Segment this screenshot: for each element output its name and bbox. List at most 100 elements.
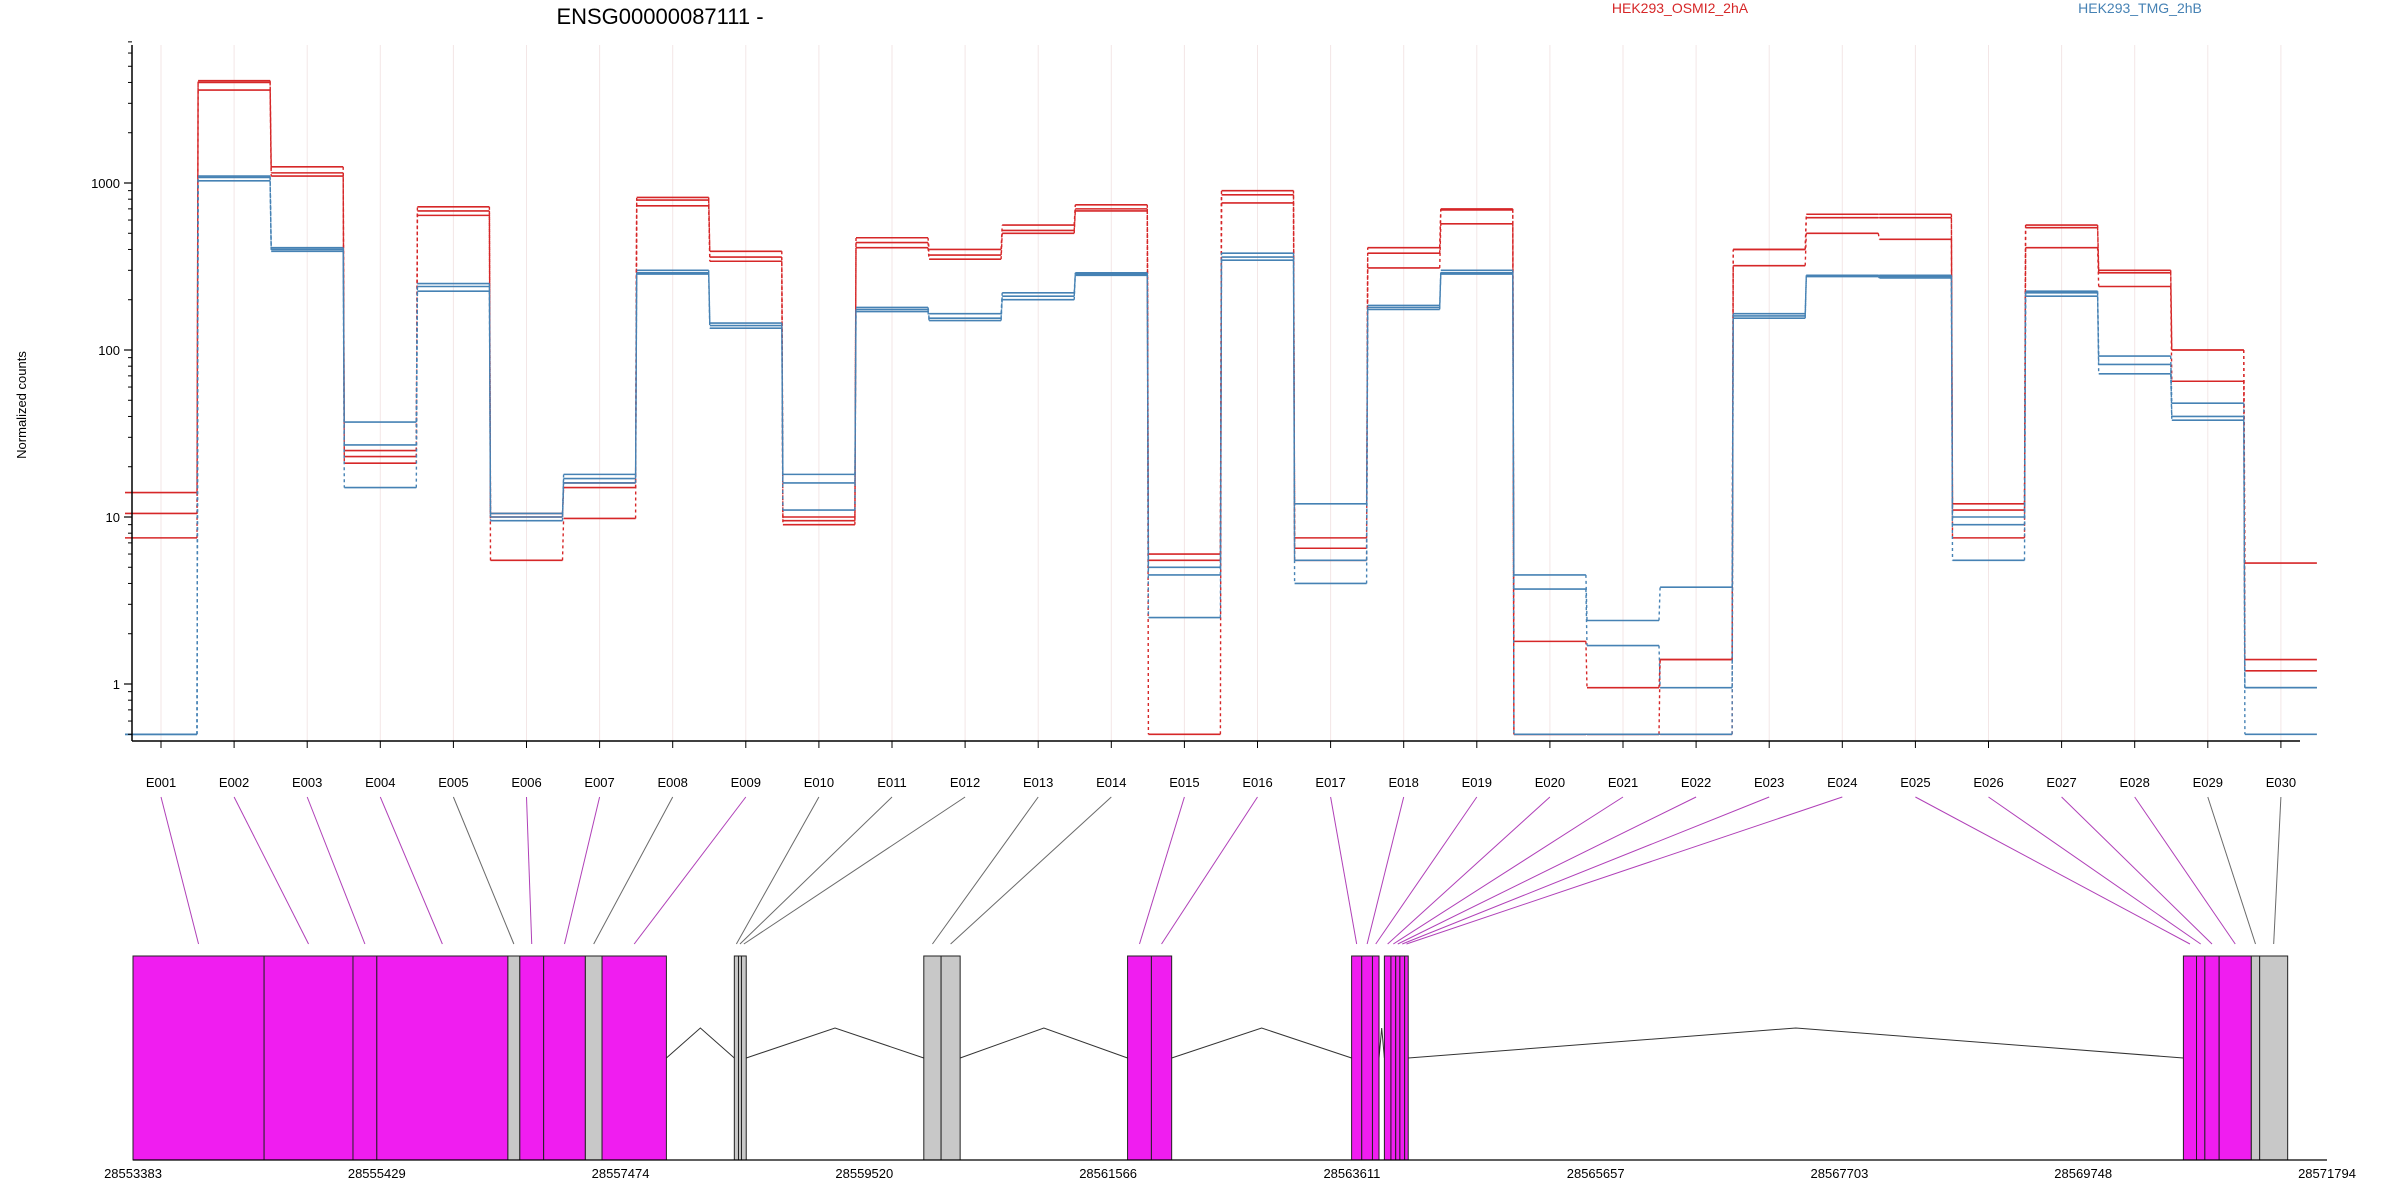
y-tick-label: 1 — [113, 677, 120, 692]
x-tick-label: E026 — [1973, 775, 2003, 790]
data-connector — [561, 482, 565, 521]
data-connector — [415, 215, 419, 464]
connector-e024 — [1406, 796, 1843, 945]
connector-e029 — [2207, 796, 2256, 945]
exon-box-e008 — [584, 955, 603, 1161]
x-tick-label: E009 — [731, 775, 761, 790]
connector-e015 — [1139, 796, 1185, 945]
exon-box-e026 — [2196, 955, 2206, 1161]
exon-box-e014 — [940, 955, 961, 1161]
data-connector — [927, 247, 930, 260]
chart-title: ENSG00000087111 - — [556, 4, 763, 29]
connector-e020 — [1387, 796, 1551, 945]
exon-box-e029 — [2250, 955, 2261, 1161]
data-connector — [1585, 574, 1588, 621]
data-connector — [781, 257, 784, 521]
x-tick-label: E015 — [1169, 775, 1199, 790]
exon-box-e001 — [132, 955, 265, 1161]
x-tick-label: E013 — [1023, 775, 1053, 790]
data-connector — [1073, 274, 1076, 297]
data-connector — [1439, 223, 1442, 268]
exon-box-e009 — [601, 955, 667, 1161]
data-connector — [781, 325, 784, 483]
exon-box-e004 — [376, 955, 509, 1161]
exon-box-e028 — [2218, 955, 2252, 1161]
data-connector — [2096, 247, 2100, 287]
genomic-coordinate-label: 28559520 — [835, 1166, 893, 1181]
data-connector — [1877, 276, 1880, 279]
exon-box-e022 — [1395, 955, 1401, 1161]
x-tick-label: E018 — [1389, 775, 1419, 790]
data-connector — [1365, 309, 1369, 584]
y-axis-label: Normalized counts — [14, 351, 29, 459]
data-connector — [1877, 274, 1880, 278]
gridlines — [160, 45, 2282, 741]
data-connector — [1804, 233, 1807, 266]
axes: 1 10 100 1000 E001 E002 E003 E004 E005 E006 E007 E0… — [91, 41, 2300, 790]
exon-box-e018 — [1361, 955, 1373, 1161]
genomic-coordinate-label: 28567703 — [1811, 1166, 1869, 1181]
data-connector — [781, 261, 784, 525]
connector-e008 — [593, 796, 674, 945]
x-tick-label: E030 — [2266, 775, 2296, 790]
data-connector — [561, 478, 565, 518]
connector-e023 — [1402, 796, 1770, 945]
legend-entry-tmg: HEK293_TMG_2hB — [2078, 0, 2202, 16]
connector-e009 — [633, 796, 747, 945]
genomic-coordinate-label: 28563611 — [1323, 1166, 1380, 1181]
data-connector — [196, 80, 199, 493]
exon-box-e012 — [740, 955, 747, 1161]
connector-e028 — [2134, 796, 2236, 945]
data-connector — [927, 309, 930, 319]
intron-line — [1378, 1027, 1385, 1059]
data-connector — [2170, 373, 2173, 421]
intron-line — [1408, 1027, 2184, 1059]
intron-line — [959, 1027, 1128, 1059]
y-tick-label: 10 — [106, 510, 120, 525]
data-connector — [342, 247, 345, 423]
x-tick-label: E020 — [1535, 775, 1565, 790]
exon-connectors — [160, 796, 2282, 945]
data-connector — [634, 274, 638, 483]
gene-model: 28553383 28555429 28557474 28559520 28561566… — [104, 955, 2356, 1181]
connector-e014 — [950, 796, 1112, 945]
x-tick-label: E024 — [1827, 775, 1857, 790]
data-connector — [2096, 227, 2100, 273]
data-connector — [1365, 307, 1369, 561]
connector-e003 — [306, 796, 366, 945]
x-tick-label: E008 — [658, 775, 688, 790]
connector-e001 — [160, 796, 200, 945]
connector-e016 — [1161, 796, 1258, 945]
genomic-coordinate-label: 28561566 — [1079, 1166, 1137, 1181]
connector-e006 — [526, 796, 533, 945]
x-tick-label: E025 — [1900, 775, 1930, 790]
exon-box-e002 — [263, 955, 354, 1161]
data-connector — [1000, 225, 1003, 250]
exon-box-e020 — [1383, 955, 1392, 1161]
data-connector — [1585, 641, 1588, 688]
genomic-coordinate-label: 28557474 — [592, 1166, 650, 1181]
exon-box-e017 — [1351, 955, 1363, 1161]
data-connector — [2023, 227, 2027, 511]
connector-e025 — [1915, 796, 2191, 945]
connector-e011 — [739, 796, 893, 945]
genomic-coordinate-label: 28555429 — [348, 1166, 406, 1181]
data-connector — [1073, 210, 1076, 234]
data-connector — [415, 291, 419, 488]
x-tick-label: E007 — [584, 775, 614, 790]
x-tick-label: E021 — [1608, 775, 1638, 790]
data-connector — [1439, 209, 1442, 254]
connector-e005 — [452, 796, 515, 945]
data-connector — [2023, 296, 2027, 561]
exon-box-e025 — [2182, 955, 2198, 1161]
data-connector — [196, 180, 199, 735]
series-lines — [125, 79, 2317, 736]
x-tick-label: E003 — [292, 775, 322, 790]
x-tick-label: E012 — [950, 775, 980, 790]
series-tmg-5 — [125, 180, 2317, 736]
data-connector — [1512, 274, 1515, 735]
connector-e012 — [743, 796, 966, 945]
data-connector — [488, 291, 492, 521]
data-connector — [2243, 420, 2246, 735]
